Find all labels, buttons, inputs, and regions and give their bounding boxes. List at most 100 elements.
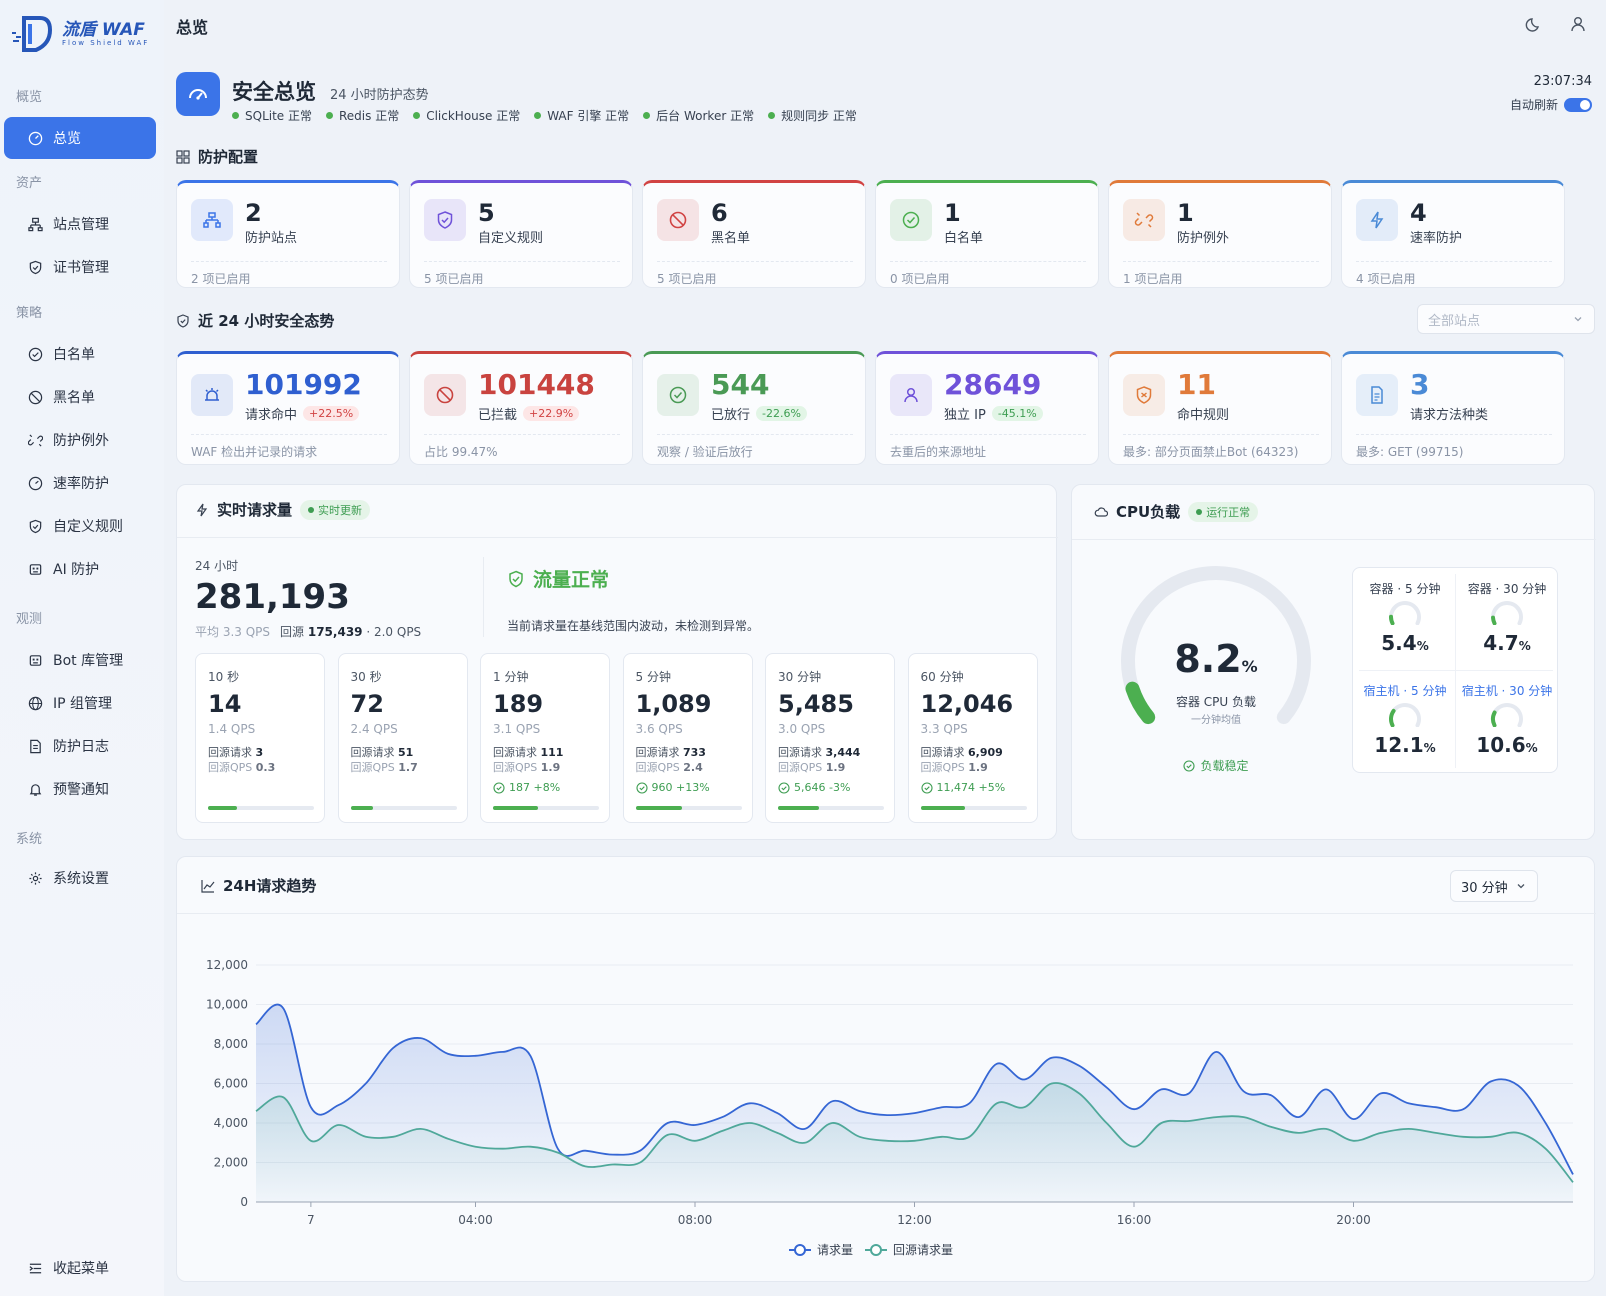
metric-card-methods[interactable]: 3 请求方法种类 最多: GET (99715)	[1341, 351, 1565, 465]
sidebar-item-label: 证书管理	[53, 260, 109, 276]
legend-item[interactable]: 请求量	[789, 1243, 853, 1257]
metric-card-allowed[interactable]: 544 已放行 -22.6% 观察 / 验证后放行	[642, 351, 866, 465]
window-origin-qps: 1.9	[968, 761, 988, 774]
window-origin-count: 6,909	[968, 746, 1003, 759]
cpu-unit: %	[1241, 657, 1258, 676]
sidebar-item-exceptions[interactable]: 防护例外	[4, 419, 156, 461]
window-progress	[778, 806, 884, 810]
breadcrumb: 总览	[176, 18, 209, 37]
window-origin-qps-row: 回源QPS 0.3	[208, 759, 275, 775]
sidebar-item-rate-limit[interactable]: 速率防护	[4, 462, 156, 504]
origin-qps-label: 回源QPS	[635, 761, 680, 774]
service-status-list: SQLite 正常 Redis 正常 ClickHouse 正常 WAF 引擎 …	[232, 107, 857, 124]
ban-icon	[28, 390, 43, 404]
sidebar-item-settings[interactable]: 系统设置	[4, 857, 156, 899]
series-origin-requests-line	[255, 1082, 1574, 1183]
brand-logo[interactable]: 流盾 WAF Flow Shield WAF	[10, 14, 149, 54]
sidebar-item-ai-protection[interactable]: AI 防护	[4, 548, 156, 590]
metric-label: 命中规则	[1177, 408, 1230, 423]
config-card-exceptions[interactable]: 1 防护例外 1 项已启用	[1108, 180, 1332, 288]
sidebar-item-bot-library[interactable]: Bot 库管理	[4, 639, 156, 681]
window-label: 5 分钟	[635, 670, 671, 684]
window-compare: 5,646 -3%	[778, 781, 850, 794]
cpu-mini-unit: %	[1518, 639, 1531, 653]
cpu-panel: CPU负载 运行正常 8.2% 容器 CPU 负载 一分钟均值 负载稳定 容器 …	[1071, 484, 1596, 840]
metric-card-hits[interactable]: 101992 请求命中 +22.5% WAF 检出并记录的请求	[176, 351, 400, 465]
legend-item[interactable]: 回源请求量	[865, 1243, 953, 1257]
window-count: 5,485	[778, 690, 854, 718]
metric-card-matched-rules[interactable]: 11 命中规则 最多: 部分页面禁止Bot (64323)	[1108, 351, 1332, 465]
metric-label: 已拦截	[478, 408, 518, 423]
window-progress	[635, 806, 742, 810]
config-card-label: 防护例外	[1177, 231, 1230, 246]
log-icon	[30, 739, 41, 753]
realtime-period: 24 小时	[195, 559, 239, 573]
sidebar-item-blacklist[interactable]: 黑名单	[4, 376, 156, 418]
shield-check-icon	[177, 313, 189, 328]
metric-label-row: 独立 IP -45.1%	[944, 404, 1043, 423]
metric-footer: 观察 / 验证后放行	[657, 434, 853, 460]
window-label: 60 分钟	[920, 670, 964, 684]
nav-group-overview: 概览	[16, 90, 43, 105]
sidebar-item-label: 防护例外	[53, 433, 109, 449]
nav-group-system: 系统	[16, 832, 43, 847]
sidebar-item-custom-rules[interactable]: 自定义规则	[4, 505, 156, 547]
metric-card-unique-ip[interactable]: 28649 独立 IP -45.1% 去重后的来源地址	[875, 351, 1099, 465]
config-card-icon-box	[191, 199, 233, 241]
config-card-footer: 5 项已启用	[657, 261, 853, 287]
moon-icon[interactable]	[1524, 14, 1544, 34]
trend-panel: 24H请求趋势 30 分钟 0 2,000 4,000 6,000 8,000 10,00…	[176, 856, 1596, 1282]
site-select[interactable]: 全部站点	[1417, 304, 1595, 334]
collapse-menu-label: 收起菜单	[53, 1261, 109, 1277]
window-origin: 回源请求 3	[208, 744, 263, 760]
menu-collapse-icon	[29, 1263, 42, 1273]
window-progress-fill	[920, 806, 966, 810]
window-card: 30 分钟 5,485 3.0 QPS 回源请求 3,444 回源QPS 1.9…	[765, 653, 895, 823]
config-card-rate-limit[interactable]: 4 速率防护 4 项已启用	[1341, 180, 1565, 288]
config-card-icon-box	[424, 199, 466, 241]
config-card-count: 5	[478, 199, 495, 227]
y-tick-label: 2,000	[214, 1156, 248, 1170]
user-icon[interactable]	[1568, 14, 1588, 34]
sidebar-item-certificates[interactable]: 证书管理	[4, 246, 156, 288]
line-chart-icon	[201, 879, 215, 893]
sidebar-item-ip-groups[interactable]: IP 组管理	[4, 682, 156, 724]
y-tick-label: 12,000	[206, 958, 248, 972]
window-progress	[493, 806, 599, 810]
origin-req-label: 回源请求	[350, 746, 395, 759]
window-qps: 2.4 QPS	[350, 722, 398, 736]
metric-change-badge: -22.6%	[756, 406, 807, 421]
origin-qps-label: 回源QPS	[493, 761, 538, 774]
posture-title: 近 24 小时安全态势	[198, 312, 335, 330]
realtime-badge: 实时更新	[300, 499, 371, 520]
config-card-whitelist[interactable]: 1 白名单 0 项已启用	[875, 180, 1099, 288]
sidebar-item-logs[interactable]: 防护日志	[4, 725, 156, 767]
sidebar-item-whitelist[interactable]: 白名单	[4, 333, 156, 375]
window-origin-qps: 1.7	[398, 761, 418, 774]
sidebar-item-sites[interactable]: 站点管理	[4, 203, 156, 245]
config-card-sites[interactable]: 2 防护站点 2 项已启用	[176, 180, 400, 288]
window-qps: 1.4 QPS	[208, 722, 256, 736]
interval-select[interactable]: 30 分钟	[1450, 870, 1538, 902]
cpu-stable-label: 负载稳定	[1200, 759, 1249, 773]
legend-label: 回源请求量	[893, 1243, 953, 1257]
metric-value: 11	[1177, 368, 1216, 401]
sidebar-item-overview[interactable]: 总览	[4, 117, 156, 159]
metric-card-blocked[interactable]: 101448 已拦截 +22.9% 占比 99.47%	[409, 351, 633, 465]
y-tick-label: 0	[240, 1195, 248, 1209]
auto-refresh-toggle[interactable]	[1564, 97, 1592, 112]
config-card-blacklist[interactable]: 6 黑名单 5 项已启用	[642, 180, 866, 288]
window-progress-fill	[208, 806, 237, 810]
config-section-title: 防护配置	[176, 146, 258, 167]
cpu-sub: 一分钟均值	[1191, 715, 1241, 726]
origin-qps-label: 回源QPS	[350, 761, 395, 774]
window-progress	[350, 806, 457, 810]
window-qps: 3.0 QPS	[778, 722, 826, 736]
origin-qps-label: 回源QPS	[208, 761, 253, 774]
config-title: 防护配置	[198, 148, 259, 166]
sidebar-item-alerts[interactable]: 预警通知	[4, 768, 156, 810]
cpu-mini-unit: %	[1416, 639, 1429, 653]
cpu-mini-gauge: 容器 · 5 分钟 5.4%	[1355, 570, 1455, 670]
config-card-custom-rules[interactable]: 5 自定义规则 5 项已启用	[409, 180, 633, 288]
collapse-menu-button[interactable]: 收起菜单	[4, 1247, 156, 1289]
